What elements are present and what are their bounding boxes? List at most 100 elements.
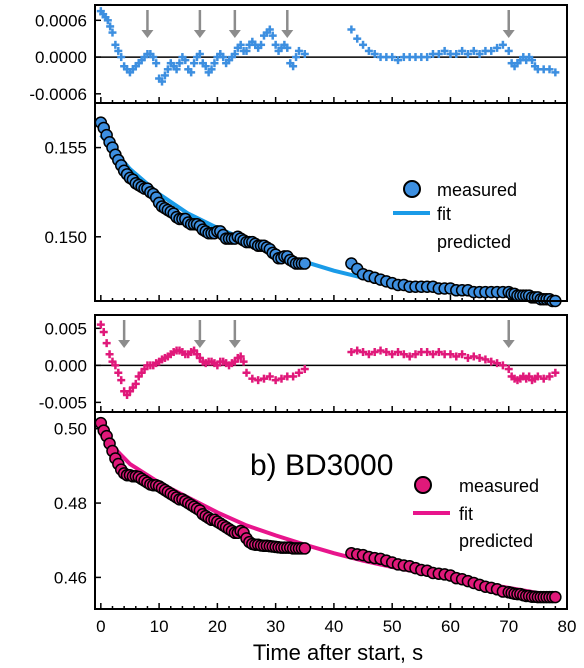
a-res-point — [292, 53, 301, 62]
a-res-point — [370, 50, 379, 58]
b-main-ytick-label: 0.46 — [54, 568, 87, 587]
a-main-ytick-label: 0.150 — [44, 228, 87, 247]
b-res-point — [242, 368, 251, 377]
b-res-point — [364, 350, 373, 359]
a-res-point — [388, 53, 397, 62]
legend-measured-label-a: measured — [437, 180, 517, 200]
b-res-point — [382, 348, 391, 357]
b-res-point — [376, 346, 385, 355]
down-arrow-icon — [228, 320, 241, 348]
panel-b-legend: measured fit predicted — [413, 476, 539, 551]
x-tick-label: 70 — [499, 617, 518, 636]
b-res-point — [96, 320, 105, 329]
b-res-point — [300, 365, 309, 374]
down-arrow-icon — [193, 10, 206, 38]
b-res-point — [487, 357, 496, 366]
a-res-point — [493, 43, 502, 52]
a-res-point — [394, 56, 403, 65]
a-res-point — [475, 50, 484, 58]
panel-a-legend: measured fit predicted — [393, 180, 517, 252]
a-res-point — [487, 46, 496, 55]
b-res-point — [475, 353, 484, 362]
down-arrow-icon — [502, 320, 515, 348]
a-res-point — [458, 46, 467, 55]
legend-measured-label-b: measured — [459, 476, 539, 496]
a-res-point — [236, 40, 245, 49]
a-res-point — [294, 46, 303, 55]
a-res-point — [175, 59, 184, 68]
b-res-point — [271, 376, 280, 385]
legend-fit-label-b: fit — [459, 504, 473, 524]
b-res-point — [469, 352, 478, 361]
panel-b-main: 0.50 0.48 0.46 b) BD3000 measured fit pred… — [54, 411, 568, 610]
x-tick-label: 10 — [150, 617, 169, 636]
b-res-point — [423, 348, 432, 357]
b-res-point — [434, 348, 443, 357]
down-arrow-icon — [228, 10, 241, 38]
a-res-point — [469, 46, 478, 55]
b-res-point — [105, 350, 114, 359]
a-main-ytick-label: 0.155 — [44, 139, 87, 158]
b-res-point — [452, 352, 461, 361]
a-res-point — [440, 46, 449, 55]
b-res-point — [117, 376, 126, 385]
b-res-point — [551, 368, 560, 377]
legend-predicted-label-a: predicted — [437, 232, 511, 252]
b-res-point — [353, 346, 362, 355]
b-res-point — [411, 350, 420, 359]
b-res-point — [259, 374, 268, 383]
b-res-point — [545, 372, 554, 381]
panel-a-residual: 0.0006 0.0000 -0.0006 — [29, 4, 568, 104]
a-res-point — [195, 50, 204, 58]
legend-measured-marker-a — [403, 180, 421, 198]
b-res-point — [277, 374, 286, 383]
x-tick-label: 60 — [441, 617, 460, 636]
a-res-point — [452, 50, 461, 58]
b-res-point — [254, 376, 263, 385]
b-res-ytick-label: -0.005 — [39, 393, 87, 412]
panel-b-title: b) BD3000 — [250, 449, 393, 482]
a-res-point — [201, 62, 210, 71]
a-res-point — [219, 53, 228, 62]
legend-predicted-label-b: predicted — [459, 531, 533, 551]
legend-measured-marker-b — [414, 476, 432, 494]
a-res-ytick-label: 0.0006 — [35, 11, 87, 30]
a-res-point — [300, 50, 309, 58]
b-res-point — [359, 348, 368, 357]
a-res-point — [117, 53, 126, 62]
b-res-point — [458, 350, 467, 359]
b-main-ytick-label: 0.50 — [54, 420, 87, 439]
down-arrow-icon — [193, 320, 206, 348]
a-res-point — [545, 65, 554, 74]
a-res-point — [268, 31, 277, 40]
a-main-point — [298, 257, 312, 270]
b-res-point — [481, 355, 490, 364]
a-res-point — [152, 59, 161, 68]
b-res-ytick-label: 0.000 — [44, 356, 87, 375]
a-res-point — [160, 71, 169, 80]
a-res-point — [265, 25, 274, 34]
a-res-point — [103, 16, 112, 25]
a-res-point — [114, 46, 123, 55]
b-res-point — [388, 350, 397, 359]
b-main-ytick-label: 0.48 — [54, 494, 87, 513]
a-res-point — [434, 50, 443, 58]
b-res-point — [265, 372, 274, 381]
a-res-point — [210, 59, 219, 68]
a-res-point — [242, 46, 251, 55]
b-res-point — [405, 352, 414, 361]
b-res-point — [446, 350, 455, 359]
a-res-point — [353, 34, 362, 43]
b-res-point — [248, 374, 257, 383]
b-res-point — [428, 350, 437, 359]
a-res-point — [359, 40, 368, 49]
b-res-point — [533, 372, 542, 381]
panel-b-residual: 0.005 0.000 -0.005 — [39, 314, 568, 413]
b-res-point — [236, 352, 245, 361]
down-arrow-icon — [502, 10, 515, 38]
b-res-point — [289, 372, 298, 381]
b-res-point — [114, 368, 123, 377]
a-res-point — [190, 59, 199, 68]
a-res-point — [271, 40, 280, 49]
